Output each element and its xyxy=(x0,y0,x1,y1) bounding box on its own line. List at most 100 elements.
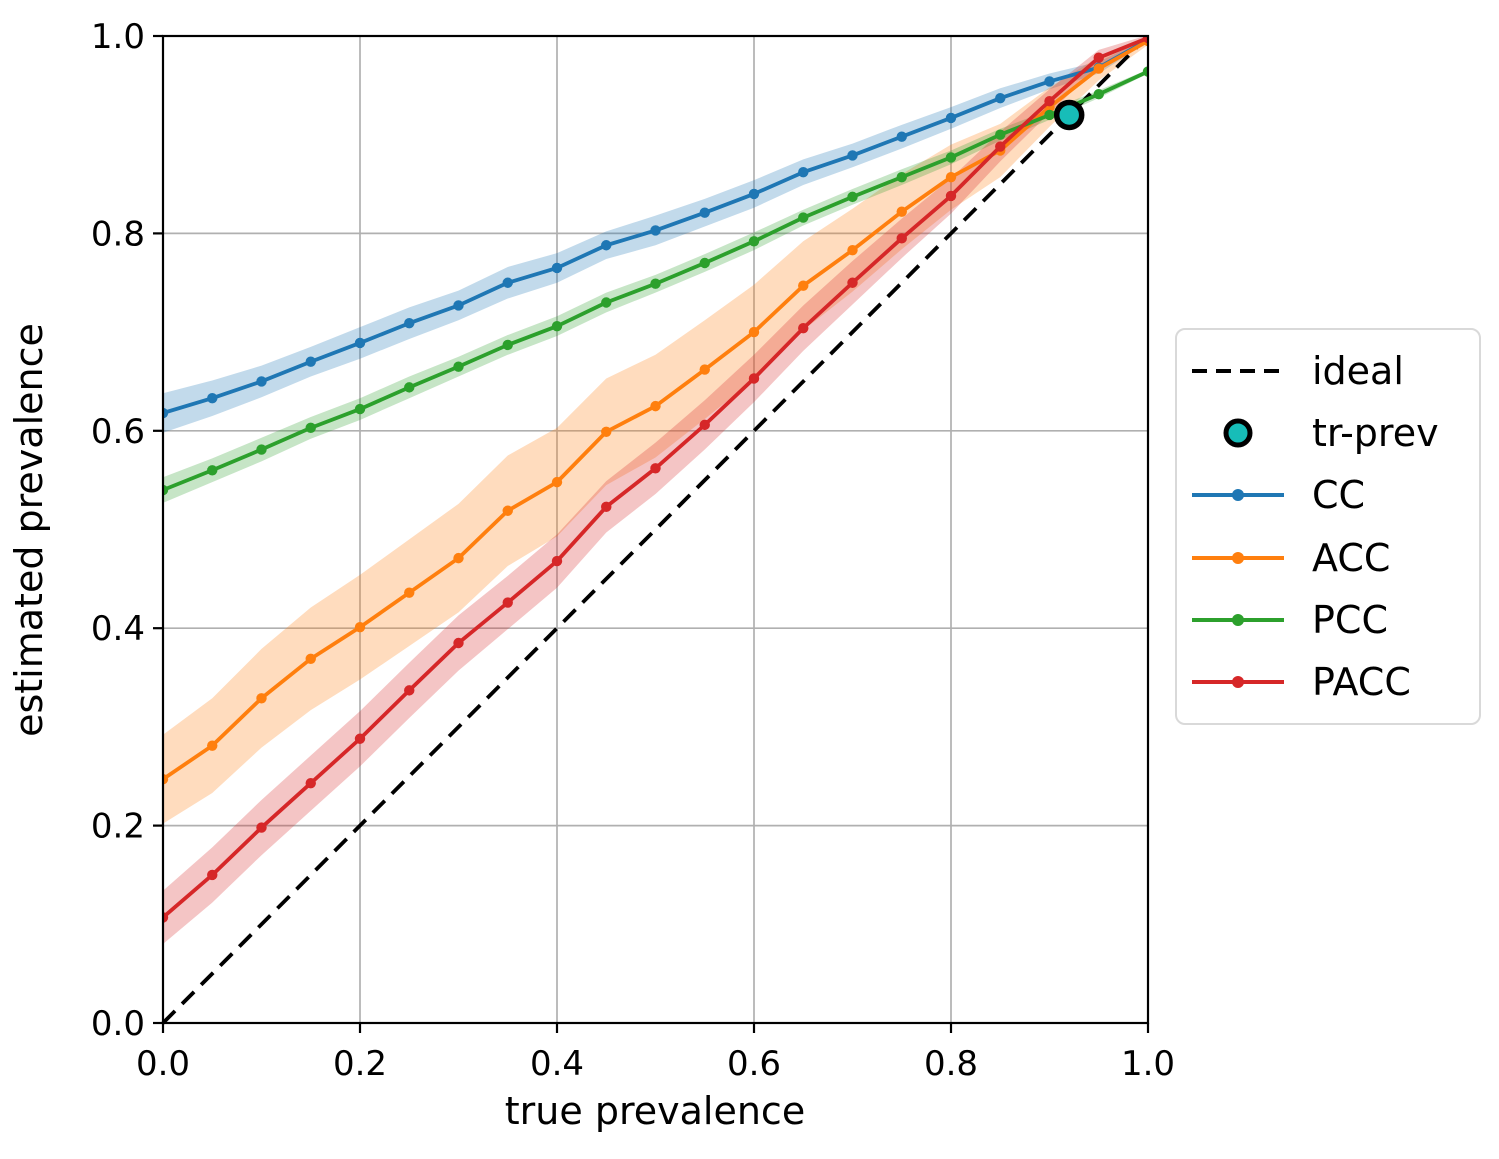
data-point-pcc xyxy=(699,257,710,269)
legend-label-cc: CC xyxy=(1312,473,1366,518)
confidence-band-pacc xyxy=(163,36,1148,945)
data-point-pacc xyxy=(502,597,513,608)
data-point-cc xyxy=(163,407,169,419)
data-point-acc xyxy=(945,171,957,183)
ideal-dashed-line-swatch xyxy=(1192,369,1284,373)
data-point-pcc xyxy=(601,297,612,308)
legend-item-ideal: ideal xyxy=(1190,350,1466,392)
data-point-pcc xyxy=(551,320,563,332)
data-point-cc xyxy=(896,131,907,142)
data-point-cc xyxy=(847,150,858,161)
data-point-acc xyxy=(354,622,366,633)
data-point-acc xyxy=(305,653,316,664)
data-point-cc xyxy=(798,167,809,178)
tr-prev-marker-swatch xyxy=(1223,418,1253,448)
data-point-pacc xyxy=(748,373,760,384)
data-point-acc xyxy=(748,326,760,338)
axes-spines xyxy=(161,34,1150,1025)
data-point-pacc xyxy=(995,141,1006,152)
series-pacc xyxy=(163,36,1148,923)
legend-label-tr-prev: tr-prev xyxy=(1312,411,1439,456)
data-point-cc xyxy=(502,277,513,288)
x-tick-label: 0.2 xyxy=(333,1044,387,1084)
y-tick-label: 1.0 xyxy=(91,17,145,57)
data-point-pcc xyxy=(847,191,858,203)
data-point-acc xyxy=(453,552,464,564)
legend: ideal tr-prev CC ACC xyxy=(1175,328,1481,725)
data-point-acc xyxy=(551,476,563,488)
y-tick-label: 0.4 xyxy=(91,609,145,649)
data-point-pcc xyxy=(207,465,218,476)
legend-item-acc: ACC xyxy=(1190,537,1466,579)
data-point-acc xyxy=(163,774,169,785)
data-point-cc xyxy=(601,240,612,251)
ideal-line xyxy=(161,34,1150,1025)
data-point-acc xyxy=(601,426,612,437)
data-point-cc xyxy=(748,188,760,200)
data-point-pcc xyxy=(354,403,366,415)
data-point-pacc xyxy=(256,822,267,833)
data-point-pcc xyxy=(305,422,316,434)
data-point-cc xyxy=(1044,76,1055,87)
data-point-pacc xyxy=(945,190,957,202)
data-point-pcc xyxy=(1093,89,1104,100)
data-point-pacc xyxy=(1093,52,1104,63)
data-point-pcc xyxy=(404,382,415,393)
data-point-cc xyxy=(551,262,563,274)
data-point-pacc xyxy=(1142,36,1148,44)
data-point-cc xyxy=(404,318,415,329)
data-point-acc xyxy=(650,400,661,412)
data-point-cc xyxy=(453,300,464,311)
x-tick-label: 0.4 xyxy=(530,1044,584,1084)
data-point-pcc xyxy=(163,484,169,496)
series-pcc xyxy=(163,66,1148,496)
plot-area: 0.0 0.2 0.4 0.6 0.8 1.0 0.0 0.2 0.4 0.6 0.8 1.0 xyxy=(91,17,1175,1084)
data-point-pcc xyxy=(1142,66,1148,77)
data-point-pcc xyxy=(995,129,1006,140)
data-point-pacc xyxy=(650,463,661,474)
legend-label-acc: ACC xyxy=(1312,535,1391,580)
data-point-acc xyxy=(847,244,858,256)
pcc-line-swatch xyxy=(1192,613,1284,626)
x-tick-label: 0.0 xyxy=(136,1044,190,1084)
data-point-cc xyxy=(207,393,218,404)
data-point-pacc xyxy=(354,733,366,744)
data-point-acc xyxy=(798,280,809,291)
legend-label-pcc: PCC xyxy=(1312,597,1388,642)
x-axis-label: true prevalence xyxy=(505,1089,805,1133)
y-tick-label: 0.2 xyxy=(91,807,145,847)
data-point-pcc xyxy=(1044,109,1055,121)
data-point-pcc xyxy=(748,236,760,247)
acc-line-swatch xyxy=(1192,551,1284,564)
data-point-pacc xyxy=(896,233,907,244)
y-tick-label: 0.0 xyxy=(91,1004,145,1044)
data-point-cc xyxy=(699,207,710,218)
data-point-pcc xyxy=(896,171,907,183)
x-tick-label: 0.6 xyxy=(727,1044,781,1084)
data-point-pacc xyxy=(601,501,612,512)
data-point-acc xyxy=(699,364,710,375)
data-point-pacc xyxy=(207,869,218,881)
data-point-pacc xyxy=(404,685,415,696)
data-point-acc xyxy=(896,206,907,217)
confidence-bands xyxy=(163,36,1148,945)
tr-prev-marker xyxy=(1053,99,1085,131)
data-point-pacc xyxy=(798,322,809,334)
data-point-cc xyxy=(945,112,957,124)
data-point-cc xyxy=(354,337,366,349)
data-point-acc xyxy=(256,693,267,704)
data-point-pcc xyxy=(256,444,267,455)
legend-item-tr-prev: tr-prev xyxy=(1190,412,1466,454)
data-point-pacc xyxy=(453,637,464,649)
legend-item-pcc: PCC xyxy=(1190,599,1466,641)
x-tick-label: 0.8 xyxy=(924,1044,978,1084)
data-point-pacc xyxy=(1044,95,1055,107)
data-point-cc xyxy=(305,356,316,367)
data-point-pcc xyxy=(453,361,464,372)
data-point-pcc xyxy=(798,212,809,223)
data-point-pacc xyxy=(163,912,169,923)
data-point-pacc xyxy=(847,277,858,288)
y-axis-label: estimated prevalence xyxy=(7,323,51,737)
